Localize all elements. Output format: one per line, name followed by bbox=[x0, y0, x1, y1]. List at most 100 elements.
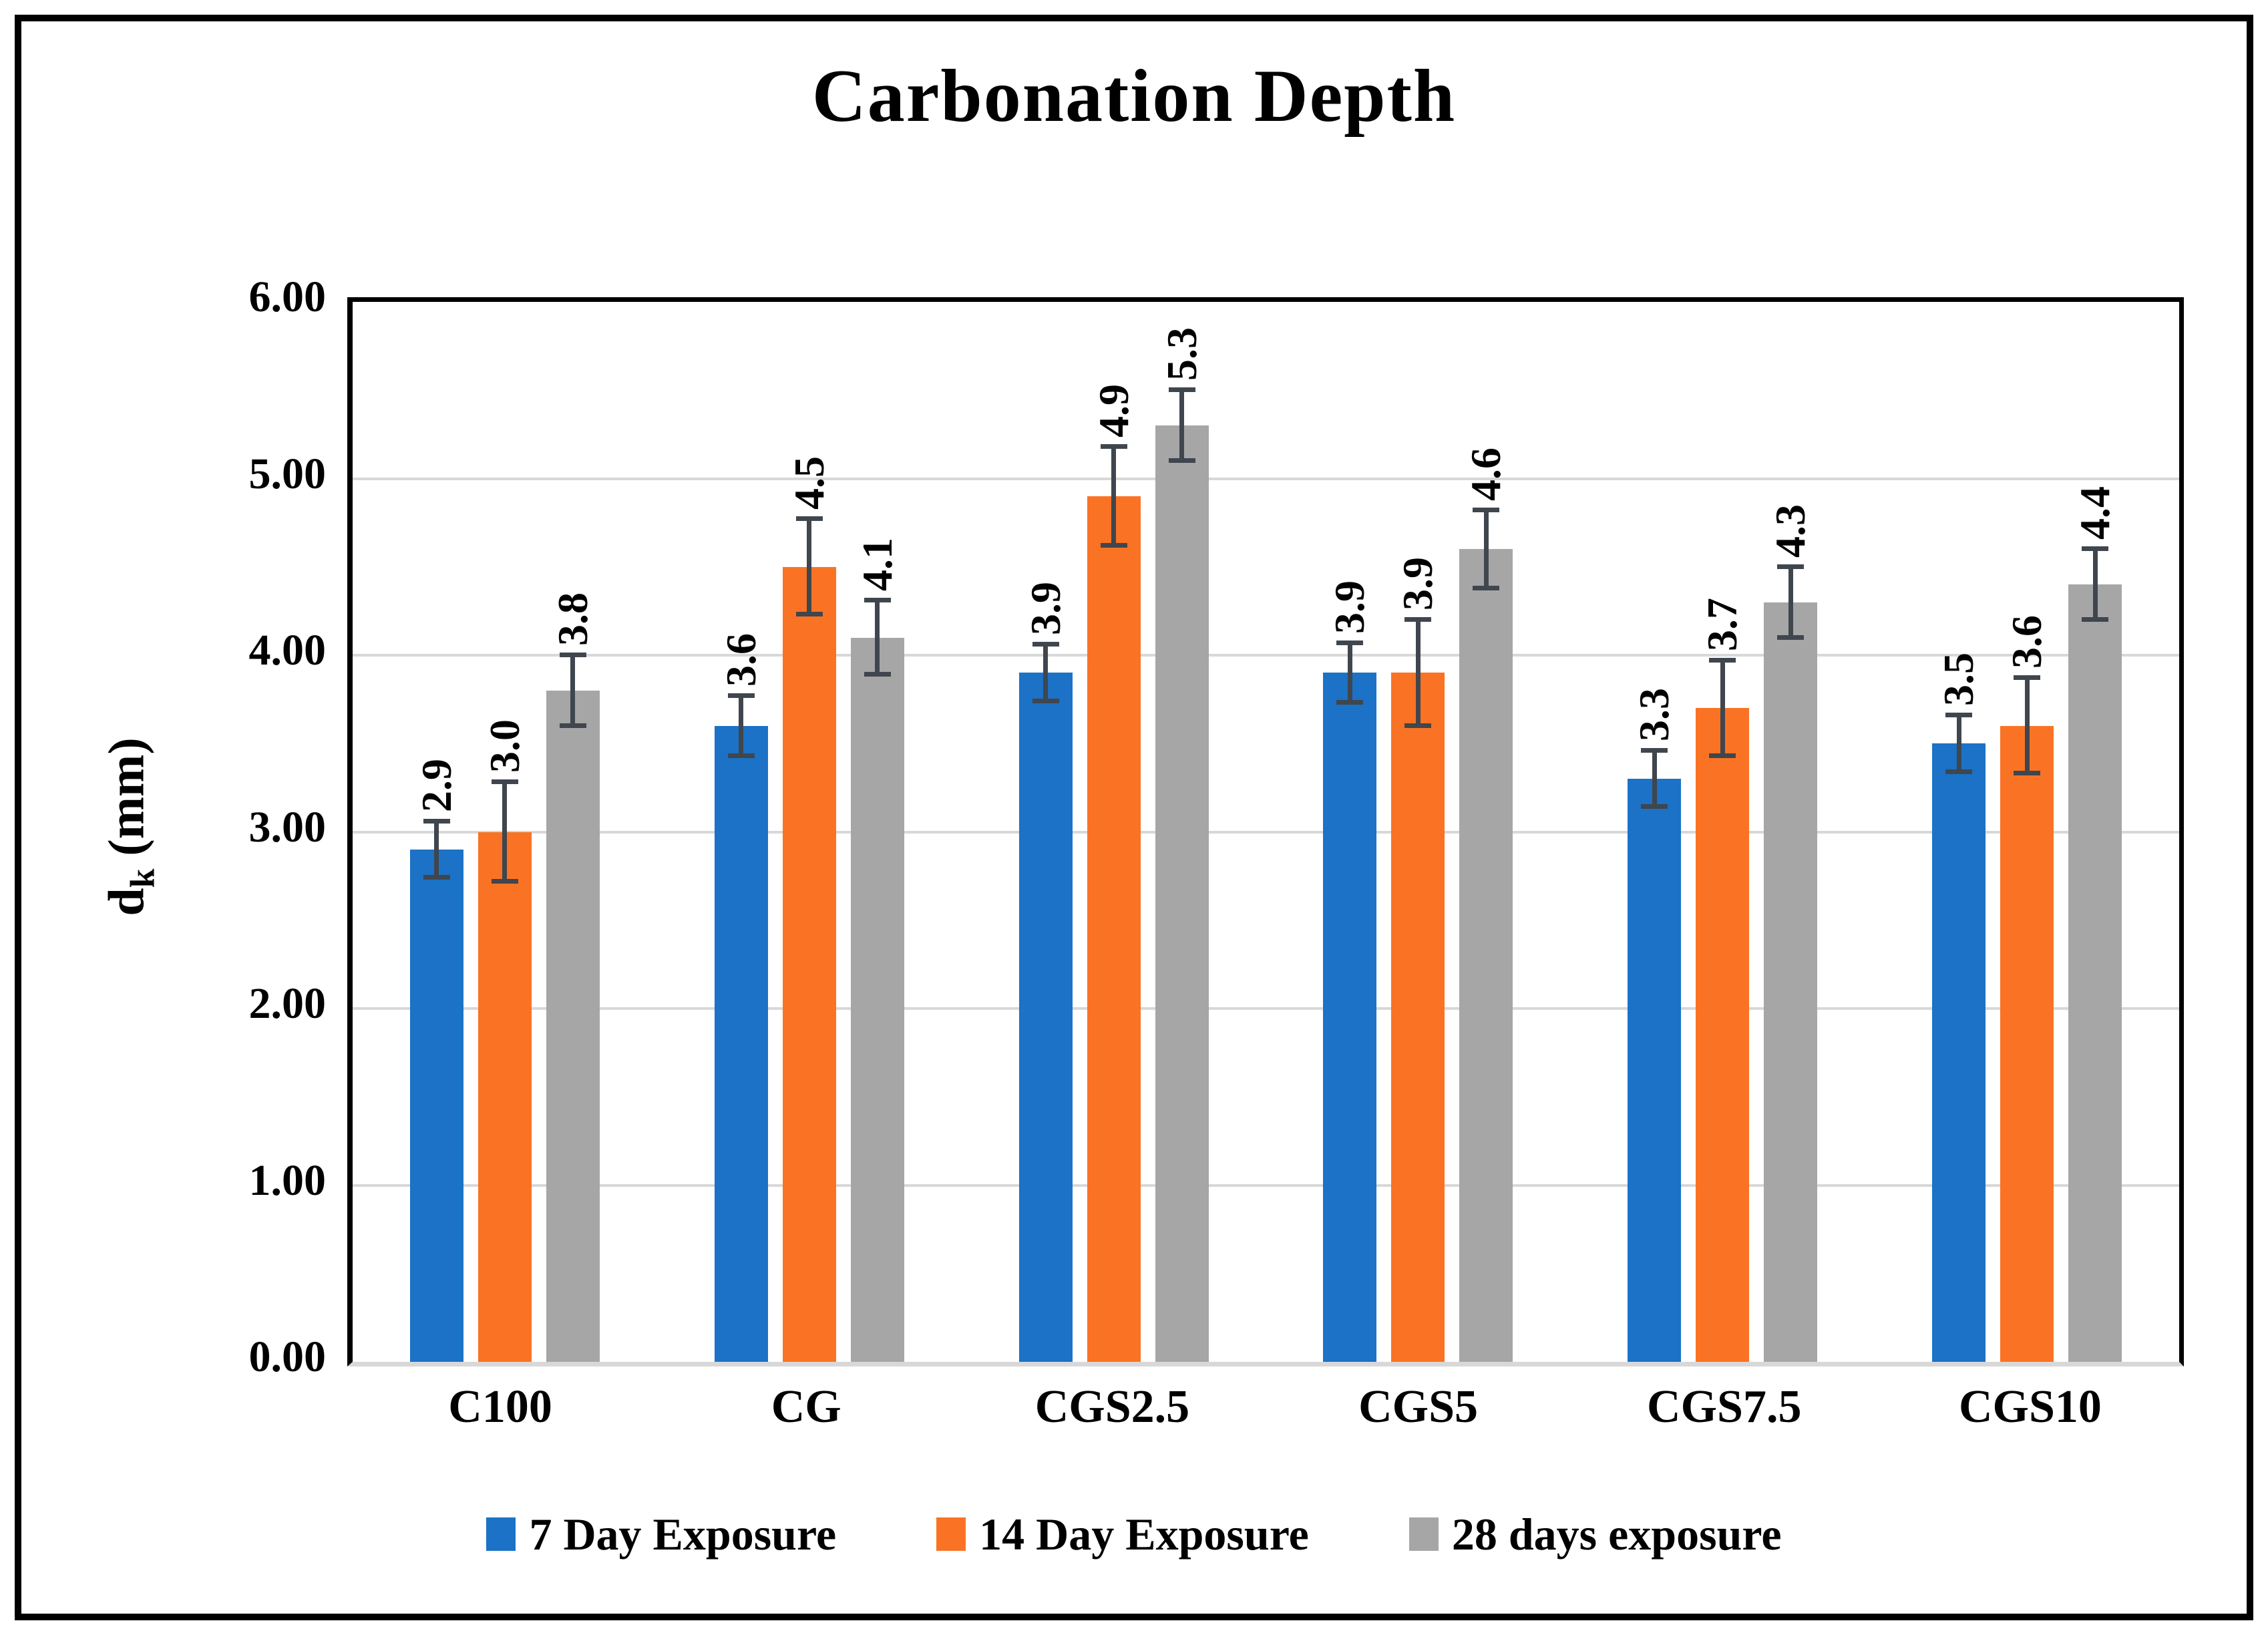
error-bar-cap-top bbox=[1945, 712, 1973, 717]
x-label-C100: C100 bbox=[448, 1381, 552, 1433]
data-label-wrap: 3.0 bbox=[478, 719, 532, 773]
error-bar-cap-top bbox=[795, 516, 823, 522]
error-bar-line bbox=[1179, 390, 1185, 462]
bar-slot: 2.9 bbox=[409, 302, 463, 1362]
bar-CGS7.5-14-day-exposure bbox=[1696, 708, 1750, 1362]
error-bar-cap-top bbox=[1641, 747, 1668, 753]
error-bar-line bbox=[2024, 678, 2030, 774]
data-label: 3.8 bbox=[548, 592, 596, 647]
error-bar-cap-top bbox=[727, 693, 755, 698]
bar-slot: 3.9 bbox=[1391, 302, 1445, 1362]
error-bar-cap-top bbox=[2014, 675, 2041, 681]
error-bar-line bbox=[1956, 715, 1961, 772]
bar-CGS10-7-day-exposure bbox=[1932, 743, 1986, 1362]
data-label-wrap: 4.9 bbox=[1087, 384, 1141, 437]
data-label-wrap: 3.3 bbox=[1628, 688, 1681, 741]
error-bar-cap-top bbox=[864, 598, 891, 603]
error-bar-cap-bottom bbox=[423, 875, 450, 880]
bar-slot: 3.0 bbox=[478, 302, 532, 1362]
bar-CGS7.5-7-day-exposure bbox=[1628, 779, 1682, 1362]
error-bar-cap-top bbox=[1336, 640, 1364, 645]
data-label-wrap: 3.8 bbox=[546, 592, 600, 646]
error-bar-cap-bottom bbox=[1777, 634, 1805, 640]
bar-slot: 3.6 bbox=[2000, 302, 2054, 1362]
bar-group-CGS10: 3.5 3.6 4.4 bbox=[1875, 302, 2179, 1362]
error-bar-line bbox=[1483, 510, 1489, 588]
error-bar-cap-bottom bbox=[1168, 458, 1195, 464]
data-label: 4.1 bbox=[853, 538, 901, 592]
data-label: 3.5 bbox=[1935, 652, 1983, 706]
error-bar-cap-top bbox=[2082, 546, 2109, 552]
error-bar-cap-top bbox=[1032, 642, 1059, 647]
error-bar-cap-top bbox=[491, 779, 518, 785]
error-bar-cap-top bbox=[423, 818, 450, 824]
bar-CGS7.5-28-days-exposure bbox=[1764, 602, 1818, 1362]
error-bar-cap-top bbox=[1709, 657, 1736, 663]
gridline bbox=[353, 654, 2179, 657]
bar-C100-7-day-exposure bbox=[409, 849, 463, 1362]
error-bar-cap-bottom bbox=[1641, 804, 1668, 809]
data-label: 2.9 bbox=[412, 758, 460, 812]
error-bar-line bbox=[1111, 446, 1117, 546]
data-label-wrap: 4.5 bbox=[783, 456, 836, 510]
bar-slot: 3.7 bbox=[1696, 302, 1750, 1362]
gridline bbox=[353, 477, 2179, 480]
legend-label: 7 Day Exposure bbox=[529, 1509, 837, 1560]
data-label: 3.6 bbox=[717, 632, 765, 687]
error-bar-line bbox=[2092, 549, 2098, 620]
error-bar-cap-bottom bbox=[1709, 753, 1736, 758]
error-bar-line bbox=[1652, 750, 1657, 807]
error-bar-cap-bottom bbox=[1032, 698, 1059, 703]
legend: 7 Day Exposure 14 Day Exposure 28 days exp… bbox=[0, 1497, 2268, 1571]
bar-group-CG: 3.6 4.5 4.1 bbox=[657, 302, 962, 1362]
bar-CGS2.5-28-days-exposure bbox=[1155, 425, 1209, 1362]
data-label-wrap: 3.9 bbox=[1323, 580, 1376, 634]
data-label-wrap: 3.7 bbox=[1696, 598, 1749, 651]
gridline bbox=[353, 830, 2179, 834]
bar-slot: 4.6 bbox=[1459, 302, 1513, 1362]
error-bar-cap-top bbox=[1404, 617, 1432, 622]
bar-slot: 4.3 bbox=[1764, 302, 1818, 1362]
y-tick-label: 2.00 bbox=[248, 979, 327, 1029]
error-bar-line bbox=[1347, 643, 1352, 703]
bar-CGS5-14-day-exposure bbox=[1391, 673, 1445, 1362]
error-bar-cap-bottom bbox=[491, 878, 518, 884]
data-label: 3.6 bbox=[2003, 615, 2051, 669]
error-bar-cap-bottom bbox=[1336, 700, 1364, 705]
gridline bbox=[353, 1184, 2179, 1187]
bar-group-C100: 2.9 3.0 3.8 bbox=[353, 302, 657, 1362]
error-bar-line bbox=[875, 600, 880, 675]
legend-swatch-icon bbox=[1408, 1517, 1439, 1551]
data-label: 3.3 bbox=[1630, 687, 1678, 741]
data-label-wrap: 3.6 bbox=[2000, 615, 2054, 669]
legend-swatch-icon bbox=[936, 1517, 966, 1551]
error-bar-cap-bottom bbox=[1404, 723, 1432, 728]
error-bar-line bbox=[1043, 645, 1049, 701]
data-label: 3.7 bbox=[1698, 597, 1746, 651]
bar-slot: 4.1 bbox=[850, 302, 904, 1362]
x-label-CG: CG bbox=[771, 1381, 841, 1433]
bar-C100-14-day-exposure bbox=[478, 832, 532, 1362]
data-label: 4.9 bbox=[1089, 383, 1137, 437]
bar-CGS10-28-days-exposure bbox=[2068, 584, 2122, 1362]
data-label-wrap: 4.1 bbox=[851, 538, 904, 591]
error-bar-line bbox=[1720, 660, 1725, 756]
bar-slot: 4.5 bbox=[782, 302, 836, 1362]
data-label-wrap: 4.3 bbox=[1764, 504, 1817, 558]
error-bar-line bbox=[502, 782, 508, 882]
bar-slot: 3.9 bbox=[1323, 302, 1377, 1362]
legend-item-14-day-exposure: 14 Day Exposure bbox=[936, 1511, 1309, 1557]
y-axis-title-main: d bbox=[98, 888, 155, 916]
data-label: 4.4 bbox=[2071, 486, 2119, 540]
bar-slot: 4.4 bbox=[2068, 302, 2122, 1362]
error-bar-line bbox=[434, 821, 439, 878]
bar-CGS2.5-7-day-exposure bbox=[1018, 673, 1073, 1362]
legend-label: 28 days exposure bbox=[1451, 1509, 1782, 1560]
x-label-CGS5: CGS5 bbox=[1358, 1381, 1479, 1433]
bar-CG-7-day-exposure bbox=[714, 725, 768, 1362]
data-label-wrap: 3.9 bbox=[1019, 582, 1073, 635]
y-axis-title-unit: (mm) bbox=[98, 737, 155, 869]
error-bar-cap-bottom bbox=[864, 672, 891, 677]
data-label-wrap: 3.9 bbox=[1391, 557, 1445, 610]
data-label: 4.3 bbox=[1766, 504, 1815, 558]
